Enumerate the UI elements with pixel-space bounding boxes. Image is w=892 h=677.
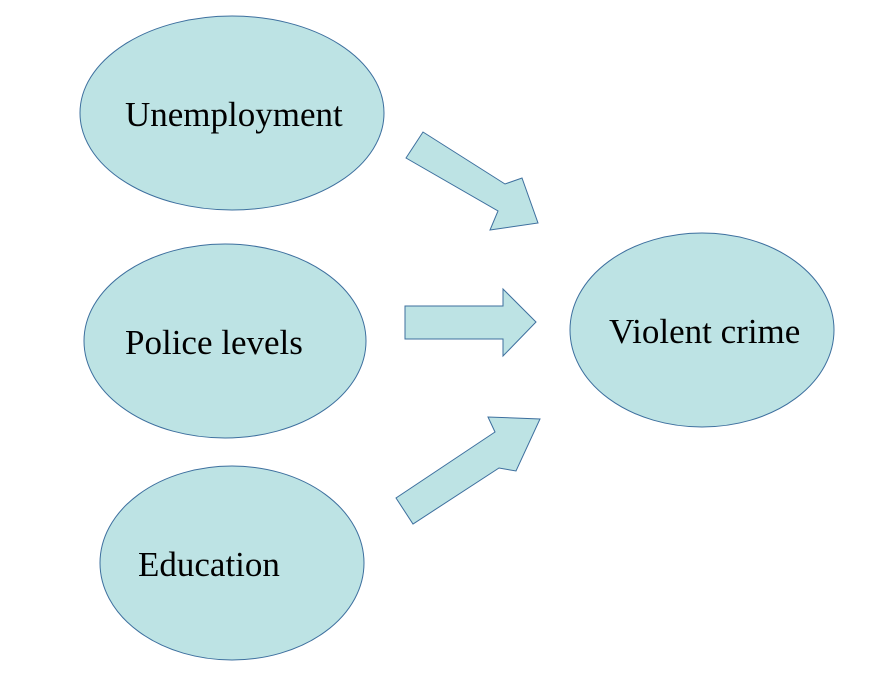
node-violent-crime-shape [569,232,835,428]
node-unemployment: Unemployment [79,15,385,211]
node-education-label: Education [138,545,280,584]
node-police-levels-shape [83,243,367,439]
arrow-education-to-violent-crime [395,416,541,525]
node-education-shape [99,465,365,661]
node-education: Education [99,465,365,661]
node-police-levels: Police levels [83,243,367,439]
node-unemployment-shape [79,15,385,211]
node-violent-crime: Violent crime [569,232,835,428]
arrow-unemployment-to-violent-crime [405,131,539,231]
node-unemployment-label: Unemployment [125,95,343,134]
arrow-police-levels-to-violent-crime [404,287,537,358]
node-police-levels-label: Police levels [125,323,303,362]
node-violent-crime-label: Violent crime [609,312,800,351]
